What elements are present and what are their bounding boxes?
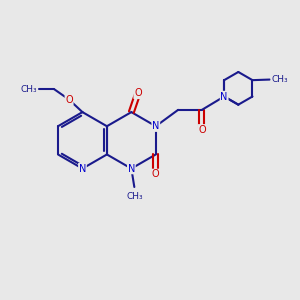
Text: N: N [152,121,160,131]
Text: CH₃: CH₃ [20,85,37,94]
Text: O: O [152,169,160,179]
Text: CH₃: CH₃ [271,75,288,84]
Text: CH₃: CH₃ [126,192,142,201]
Text: N: N [79,164,86,174]
Text: O: O [134,88,142,98]
Text: N: N [220,92,228,101]
Text: N: N [128,164,135,174]
Text: O: O [198,125,206,135]
Text: O: O [65,94,73,105]
